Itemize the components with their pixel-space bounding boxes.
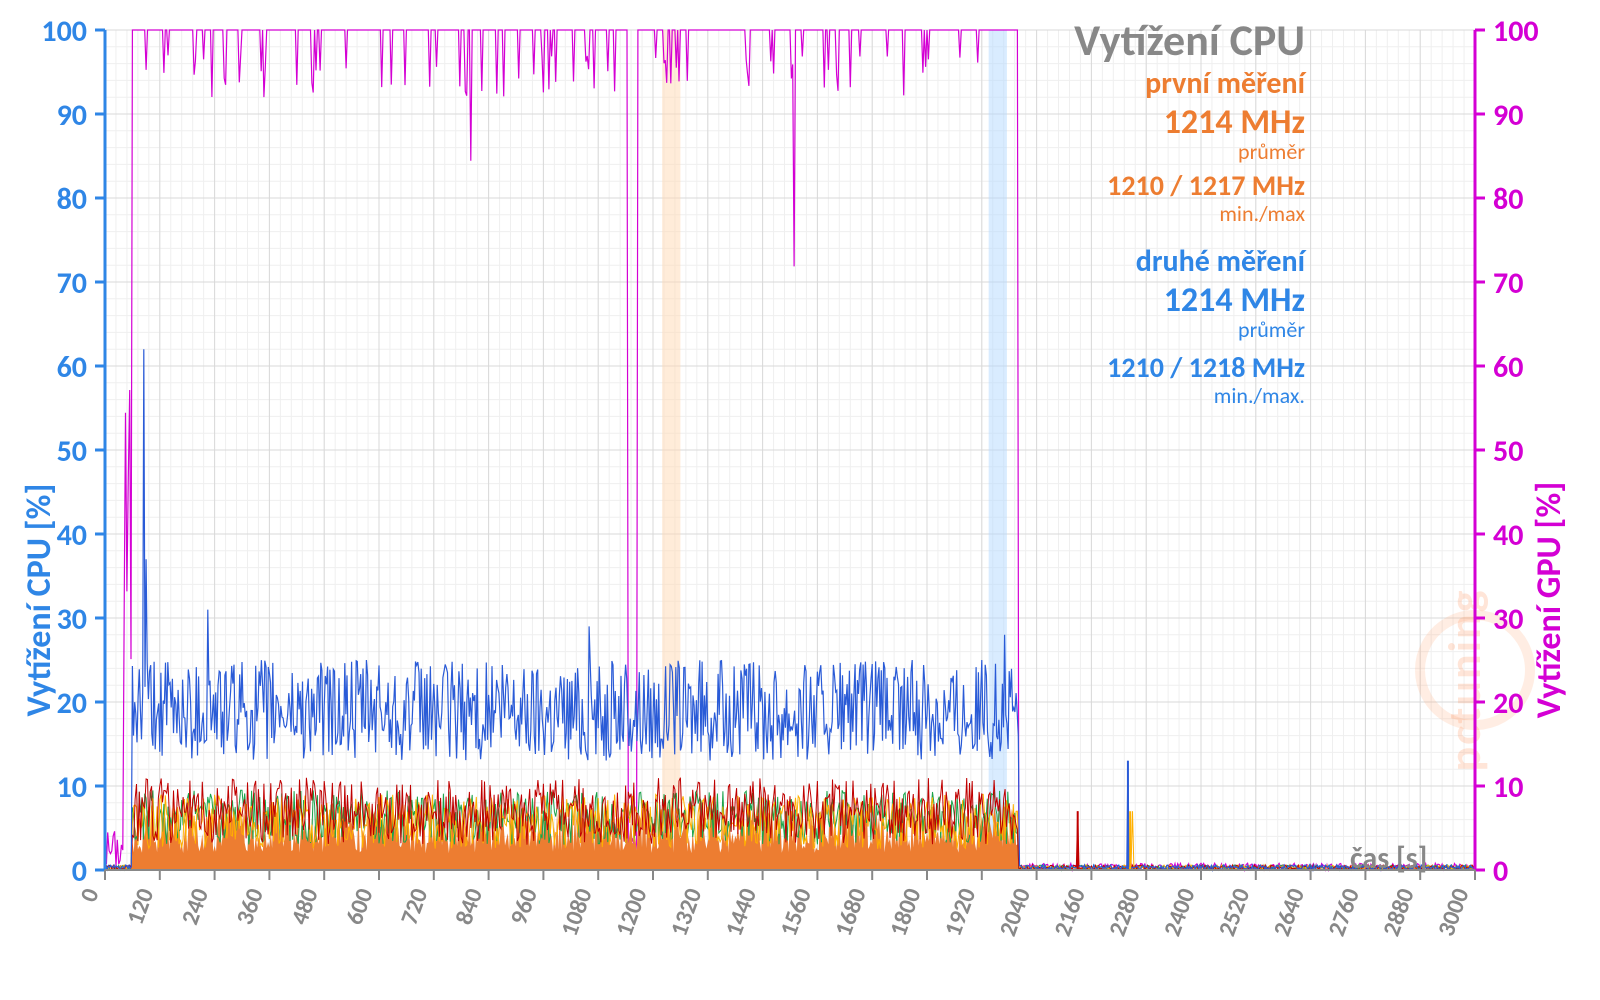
y-left-tick-label: 30	[57, 601, 87, 638]
y-left-tick-label: 50	[57, 433, 87, 470]
chart-canvas: pctuning0102030405060708090100Vytížení C…	[0, 0, 1600, 1000]
legend-series2-avg: 1214 MHz	[1164, 280, 1305, 321]
y-left-tick-label: 100	[41, 13, 87, 50]
y-left-tick-label: 10	[57, 769, 87, 806]
legend-series2-label: druhé měření	[1136, 243, 1307, 280]
legend-series1-minmax: 1210 / 1217 MHz	[1107, 168, 1305, 203]
y-right-axis-title: Vytížení GPU [%]	[1529, 482, 1570, 719]
legend-series1-label: první měření	[1145, 65, 1307, 102]
y-right-tick-label: 100	[1493, 13, 1539, 50]
y-right-tick-label: 40	[1493, 517, 1523, 554]
legend-series1-avg: 1214 MHz	[1164, 102, 1305, 143]
y-left-tick-label: 90	[57, 97, 87, 134]
y-right-tick-label: 0	[1493, 853, 1508, 890]
legend-series2-avg-sub: průměr	[1238, 316, 1305, 343]
legend-series1-minmax-sub: min./max	[1219, 200, 1305, 227]
y-left-tick-label: 40	[57, 517, 87, 554]
y-right-tick-label: 20	[1493, 685, 1523, 722]
legend-series1-avg-sub: průměr	[1238, 138, 1305, 165]
legend-series2-minmax-sub: min./max.	[1214, 382, 1305, 409]
y-left-tick-label: 0	[72, 853, 87, 890]
y-left-tick-label: 80	[57, 181, 87, 218]
y-left-tick-label: 20	[57, 685, 87, 722]
chart-title: Vytížení CPU	[1074, 13, 1305, 67]
y-right-tick-label: 10	[1493, 769, 1523, 806]
y-left-tick-label: 70	[57, 265, 87, 302]
cpu-gpu-load-chart: pctuning0102030405060708090100Vytížení C…	[0, 0, 1600, 1000]
y-left-axis-title: Vytížení CPU [%]	[19, 484, 60, 717]
highlight-band	[662, 30, 680, 870]
y-right-tick-label: 50	[1493, 433, 1523, 470]
legend-series2-minmax: 1210 / 1218 MHz	[1107, 350, 1305, 385]
y-left-tick-label: 60	[57, 349, 87, 386]
y-right-tick-label: 60	[1493, 349, 1523, 386]
y-right-tick-label: 70	[1493, 265, 1523, 302]
y-right-tick-label: 90	[1493, 97, 1523, 134]
y-right-tick-label: 80	[1493, 181, 1523, 218]
x-axis-title: čas [s]	[1350, 840, 1427, 877]
y-right-tick-label: 30	[1493, 601, 1523, 638]
